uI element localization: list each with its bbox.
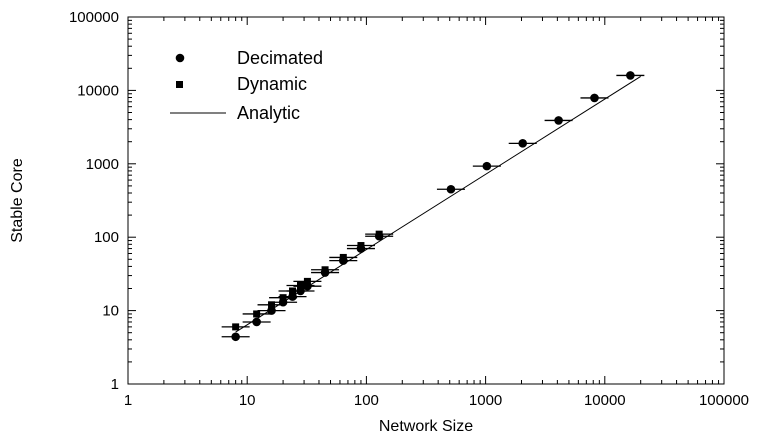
decimated-point bbox=[356, 244, 366, 253]
dynamic-point bbox=[232, 323, 240, 331]
dynamic-point bbox=[303, 277, 311, 285]
decimated-point bbox=[590, 93, 599, 103]
decimated-point bbox=[320, 268, 330, 277]
dynamic-point bbox=[253, 310, 261, 318]
decimated-point bbox=[482, 161, 492, 171]
legend: Decimated Dynamic Analytic bbox=[170, 48, 323, 123]
dynamic-point bbox=[297, 281, 305, 289]
decimated-point bbox=[554, 116, 563, 125]
y-tick-label: 100 bbox=[94, 229, 119, 246]
x-axis-title: Network Size bbox=[379, 418, 473, 435]
decimated-point bbox=[446, 184, 456, 194]
legend-dynamic-label: Dynamic bbox=[237, 74, 307, 94]
y-tick-label: 10000 bbox=[77, 82, 119, 99]
y-tick-label: 10 bbox=[102, 303, 119, 320]
legend-dynamic-marker bbox=[176, 81, 183, 88]
decimated-point bbox=[338, 256, 348, 265]
dynamic-point bbox=[279, 294, 287, 302]
decimated-point bbox=[278, 297, 288, 307]
y-tick-label: 1 bbox=[111, 376, 119, 393]
legend-decimated-marker bbox=[175, 53, 185, 63]
decimated-point bbox=[518, 139, 528, 148]
decimated-point bbox=[231, 332, 240, 342]
x-tick-label: 1 bbox=[124, 392, 132, 409]
x-tick-label: 10 bbox=[239, 392, 256, 409]
legend-analytic-label: Analytic bbox=[237, 103, 300, 123]
decimated-point bbox=[374, 231, 384, 241]
x-tick-label: 100000 bbox=[699, 392, 749, 409]
series-layer bbox=[221, 71, 645, 342]
dynamic-point bbox=[268, 301, 276, 309]
x-tick-label: 1000 bbox=[469, 392, 502, 409]
decimated-point bbox=[267, 306, 276, 315]
x-tick-label: 10000 bbox=[584, 392, 626, 409]
decimated-point bbox=[288, 292, 297, 301]
legend-decimated-label: Decimated bbox=[237, 48, 323, 68]
y-axis: 1 10 100 1000 10000 100000 bbox=[69, 9, 724, 393]
y-tick-label: 100000 bbox=[69, 9, 119, 26]
x-axis: 1 10 100 1000 10000 100000 bbox=[124, 17, 749, 409]
y-axis-title: Stable Core bbox=[9, 158, 26, 243]
decimated-point bbox=[303, 281, 312, 291]
x-tick-label: 100 bbox=[354, 392, 379, 409]
y-tick-label: 1000 bbox=[86, 156, 119, 173]
decimated-point bbox=[626, 71, 635, 80]
plot-frame bbox=[127, 16, 725, 385]
decimated-point bbox=[296, 286, 305, 296]
decimated-point bbox=[252, 317, 261, 327]
